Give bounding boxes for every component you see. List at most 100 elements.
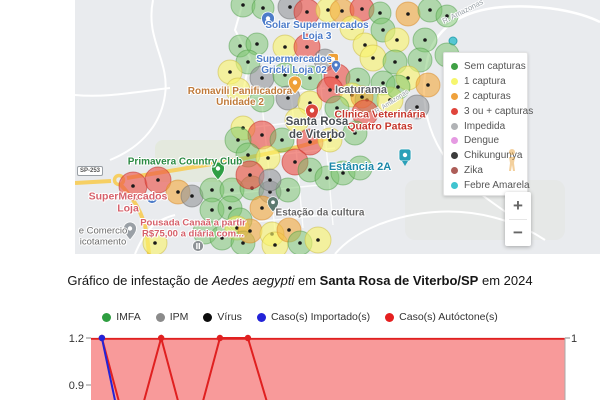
virus-dot-icon [203, 312, 213, 322]
data-point [98, 334, 106, 342]
casos-autoctones-dot-icon [385, 312, 395, 322]
capture-center-dot [308, 168, 312, 172]
capture-center-dot [415, 105, 419, 109]
capture-center-dot [323, 58, 327, 62]
capture-center-dot [248, 173, 252, 177]
capture-center-dot [308, 140, 312, 144]
1-captura-dot-icon [451, 77, 458, 85]
capture-center-dot [220, 236, 224, 240]
chart-title: Gráfico de infestação de Aedes aegypti e… [0, 273, 600, 288]
legend-item: 2 capturas [451, 89, 527, 104]
impedida-dot-icon [451, 122, 458, 130]
estancia-2a-pin[interactable] [398, 148, 412, 166]
capture-center-dot [153, 241, 157, 245]
data-point [157, 334, 165, 342]
capture-center-dot [156, 178, 160, 182]
store-icon[interactable] [146, 192, 158, 204]
zoom-divider [509, 218, 527, 220]
capture-center-dot [381, 28, 385, 32]
legend-label: IPM [169, 311, 189, 323]
capture-center-dot [238, 44, 242, 48]
poi-pins-layer[interactable] [123, 11, 412, 252]
legend-ipm: IPM [155, 311, 189, 323]
capture-center-dot [246, 153, 250, 157]
legend-item: Zika [451, 163, 527, 178]
legend-label: 3 ou + capturas [464, 105, 534, 117]
capture-center-dot [230, 188, 234, 192]
capture-center-dot [308, 76, 312, 80]
legend-label: Chikungunya [464, 150, 523, 162]
zoom-out-button[interactable]: − [513, 223, 523, 243]
title-city-bold: Santa Rosa de Viterbo/SP [319, 273, 479, 288]
capture-center-dot [293, 160, 297, 164]
romavili-bakery-pin[interactable] [288, 75, 302, 95]
gricki-pin[interactable] [331, 60, 341, 74]
chart-legend: IMFA IPM Vírus Caso(s) Importado(s) Caso… [0, 311, 600, 323]
capture-center-dot [356, 78, 360, 82]
title-prefix: Gráfico de infestação de [67, 273, 212, 288]
golf-pin[interactable] [211, 161, 225, 181]
capture-center-dot [241, 241, 245, 245]
legend-label: Caso(s) Importado(s) [270, 311, 371, 323]
solar-supermercados-pin[interactable] [261, 11, 275, 31]
series-Caso(s) Importado(s) [100, 337, 116, 400]
capture-center-dot [426, 83, 430, 87]
capture-center-dot [261, 6, 265, 10]
capture-center-dot [393, 60, 397, 64]
legend-item: Dengue [451, 133, 527, 148]
legend-item: Impedida [451, 119, 527, 134]
sem-capturas-dot-icon [451, 62, 458, 70]
zoom-in-button[interactable]: + [513, 195, 523, 215]
legend-label: Febre Amarela [464, 180, 530, 192]
infestation-chart: 1.2 0.9 1 [69, 333, 577, 400]
capture-center-dot [295, 118, 299, 122]
capture-center-dot [353, 131, 357, 135]
title-suffix: em 2024 [478, 273, 533, 288]
sp253-road-shield: SP-253 [77, 166, 104, 176]
clinica-veterinaria-pin[interactable] [305, 103, 319, 123]
capture-center-dot [341, 171, 345, 175]
legend-item: Sem capturas [451, 59, 527, 74]
capture-center-dot [260, 133, 264, 137]
capture-center-dot [335, 75, 339, 79]
restaurant-icon[interactable] [192, 240, 204, 252]
capture-center-dot [298, 241, 302, 245]
capture-center-dot [363, 43, 367, 47]
lodging-pin[interactable] [123, 221, 137, 241]
capture-center-dot [248, 229, 252, 233]
y-left-tick-1.2: 1.2 [69, 333, 84, 345]
capture-center-dot [260, 98, 264, 102]
capture-center-dot [316, 238, 320, 242]
capture-center-dot [328, 88, 332, 92]
casos-importados-dot-icon [256, 312, 266, 322]
capture-center-dot [371, 56, 375, 60]
title-species-italic: Aedes aegypti [211, 273, 295, 288]
capture-center-dot [423, 38, 427, 42]
legend-item: 1 captura [451, 74, 527, 89]
2-capturas-dot-icon [451, 92, 458, 100]
legend-label: Vírus [217, 311, 242, 323]
capture-center-dot [350, 26, 354, 30]
legend-virus: Vírus [203, 311, 242, 323]
map-canvas[interactable]: Solar Supermercados Loja 3 Supermercados… [75, 0, 600, 254]
capture-center-dot [228, 206, 232, 210]
capture-center-dot [406, 12, 410, 16]
y-left-tick-0.9: 0.9 [69, 380, 84, 392]
capture-center-dot [228, 70, 232, 74]
estacao-cultura-pin[interactable] [267, 196, 279, 213]
capture-center-dot [358, 166, 362, 170]
chart-plot-area [91, 334, 565, 400]
imfa-dot-icon [102, 312, 112, 322]
capture-center-dot [360, 7, 364, 11]
capture-center-dot [241, 3, 245, 7]
legend-label: Impedida [464, 120, 506, 132]
legend-item: Febre Amarela [451, 178, 530, 193]
capture-circle-green[interactable] [230, 0, 256, 18]
legend-item: 3 ou + capturas [451, 104, 533, 119]
capture-center-dot [260, 76, 264, 80]
capture-center-dot [190, 194, 194, 198]
legend-item: Chikungunya [451, 148, 527, 163]
pegman-icon[interactable] [505, 148, 519, 179]
capture-circles-layer[interactable] [118, 0, 460, 254]
capture-center-dot [280, 138, 284, 142]
